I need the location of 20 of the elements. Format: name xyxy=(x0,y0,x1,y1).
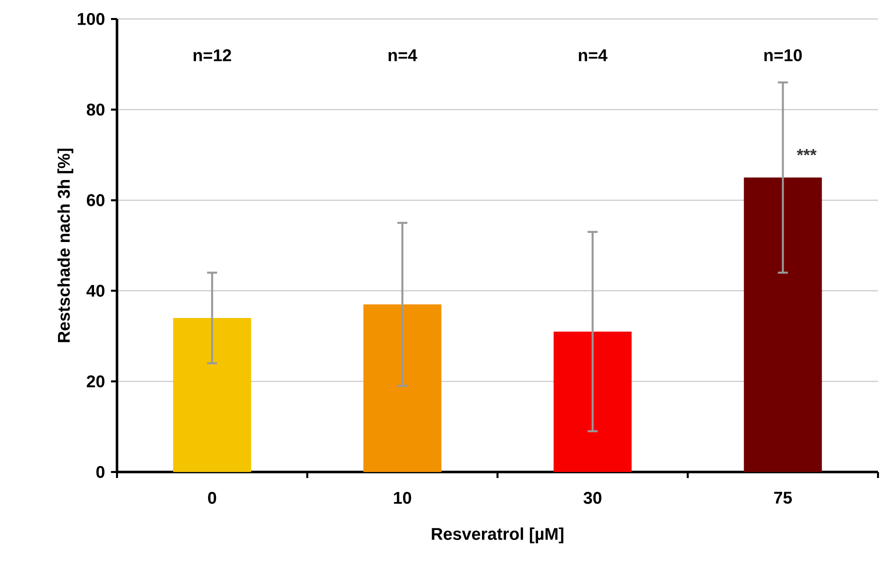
annotation: *** xyxy=(796,149,817,156)
x-tick-label: 10 xyxy=(394,492,412,504)
y-tick-label: 80 xyxy=(86,104,104,116)
annotation: n=4 xyxy=(388,49,418,62)
y-tick-label: 0 xyxy=(96,466,104,478)
y-tick-label: 40 xyxy=(86,284,104,297)
x-tick-label: 0 xyxy=(208,492,216,504)
y-tick-label: 100 xyxy=(78,12,104,26)
x-tick-label: 75 xyxy=(774,492,792,504)
bar xyxy=(744,178,822,472)
y-tick-label: 20 xyxy=(86,375,104,388)
bar xyxy=(363,304,442,472)
bar xyxy=(173,318,252,472)
y-tick-label: 60 xyxy=(86,194,104,206)
y-axis-title: Restschade nach 3h [%] xyxy=(57,148,74,342)
annotation: n=10 xyxy=(764,49,802,62)
x-tick-label: 30 xyxy=(584,492,602,504)
annotation: n=12 xyxy=(194,49,232,62)
x-axis-title: Resveratrol [µM] xyxy=(432,527,564,544)
annotation: n=4 xyxy=(578,49,608,62)
